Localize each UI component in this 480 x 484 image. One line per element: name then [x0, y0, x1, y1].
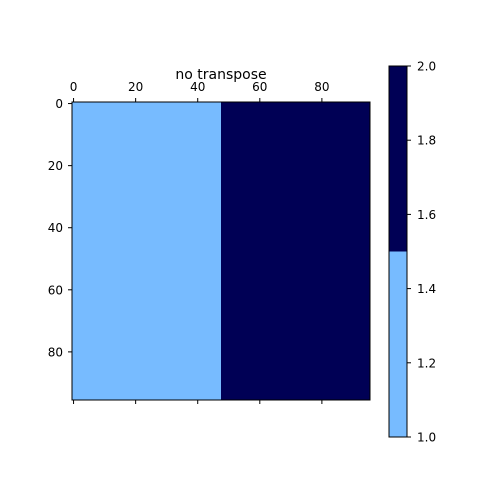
colorbar: 1.0 1.2 1.4 1.6 1.8 2.0 [388, 60, 436, 445]
axes-frame [71, 101, 371, 401]
colorbar-frame [388, 65, 408, 438]
x-tick-label: 40 [190, 80, 205, 94]
colorbar-tick-label: 1.6 [417, 208, 436, 222]
colorbar-tick-label: 1.4 [417, 282, 436, 296]
image-layer [72, 102, 370, 400]
colorbar-bin-2 [389, 66, 407, 252]
x-tick-label: 80 [314, 80, 329, 94]
colorbar-bin-1 [389, 251, 407, 437]
y-tick-label: 80 [48, 345, 63, 359]
y-tick-label: 20 [48, 159, 63, 173]
colorbar-tick-label: 2.0 [417, 60, 436, 74]
x-tick-label: 60 [252, 80, 267, 94]
colorbar-tick-label: 1.8 [417, 134, 436, 148]
colorbar-tick-label: 1.0 [417, 431, 436, 445]
chart-title: no transpose [175, 67, 266, 83]
y-tick-label: 40 [48, 221, 63, 235]
heatmap-region-2 [221, 102, 370, 400]
axes-layer: 0 20 40 60 80 0 20 40 60 80 [48, 80, 371, 404]
heatmap-region-1 [72, 102, 221, 400]
y-tick-label: 0 [55, 97, 63, 111]
x-tick-label: 0 [70, 80, 78, 94]
y-tick-label: 60 [48, 283, 63, 297]
colorbar-tick-label: 1.2 [417, 356, 436, 370]
x-tick-label: 20 [128, 80, 143, 94]
